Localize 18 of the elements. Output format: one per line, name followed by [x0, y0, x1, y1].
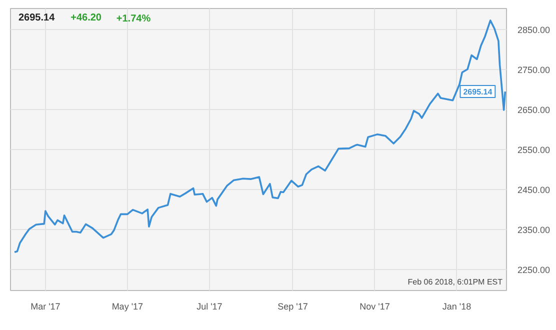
chart-title: 2695.14 — [18, 12, 56, 24]
annotation: 2695.14 — [463, 88, 493, 97]
y-tick-label: 2850.00 — [518, 25, 550, 36]
x-tick-label: Mar '17 — [30, 302, 60, 312]
y-tick-label: 2450.00 — [518, 184, 550, 195]
annotation: Feb 06 2018, 6:01PM EST — [408, 278, 503, 286]
y-tick-label: 2750.00 — [518, 65, 550, 76]
x-tick-label: Jul '17 — [196, 302, 222, 312]
x-tick-label: Jan '18 — [442, 302, 472, 312]
annotation: +46.20 — [70, 12, 102, 24]
x-tick-label: Sep '17 — [278, 302, 308, 312]
x-tick-label: Nov '17 — [360, 302, 390, 312]
y-tick-label: 2250.00 — [518, 264, 550, 275]
annotation: +1.74% — [116, 14, 151, 24]
y-tick-label: 2650.00 — [518, 105, 550, 116]
x-tick-label: May '17 — [112, 302, 144, 312]
y-tick-label: 2550.00 — [518, 145, 550, 155]
y-tick-label: 2350.00 — [518, 224, 550, 235]
